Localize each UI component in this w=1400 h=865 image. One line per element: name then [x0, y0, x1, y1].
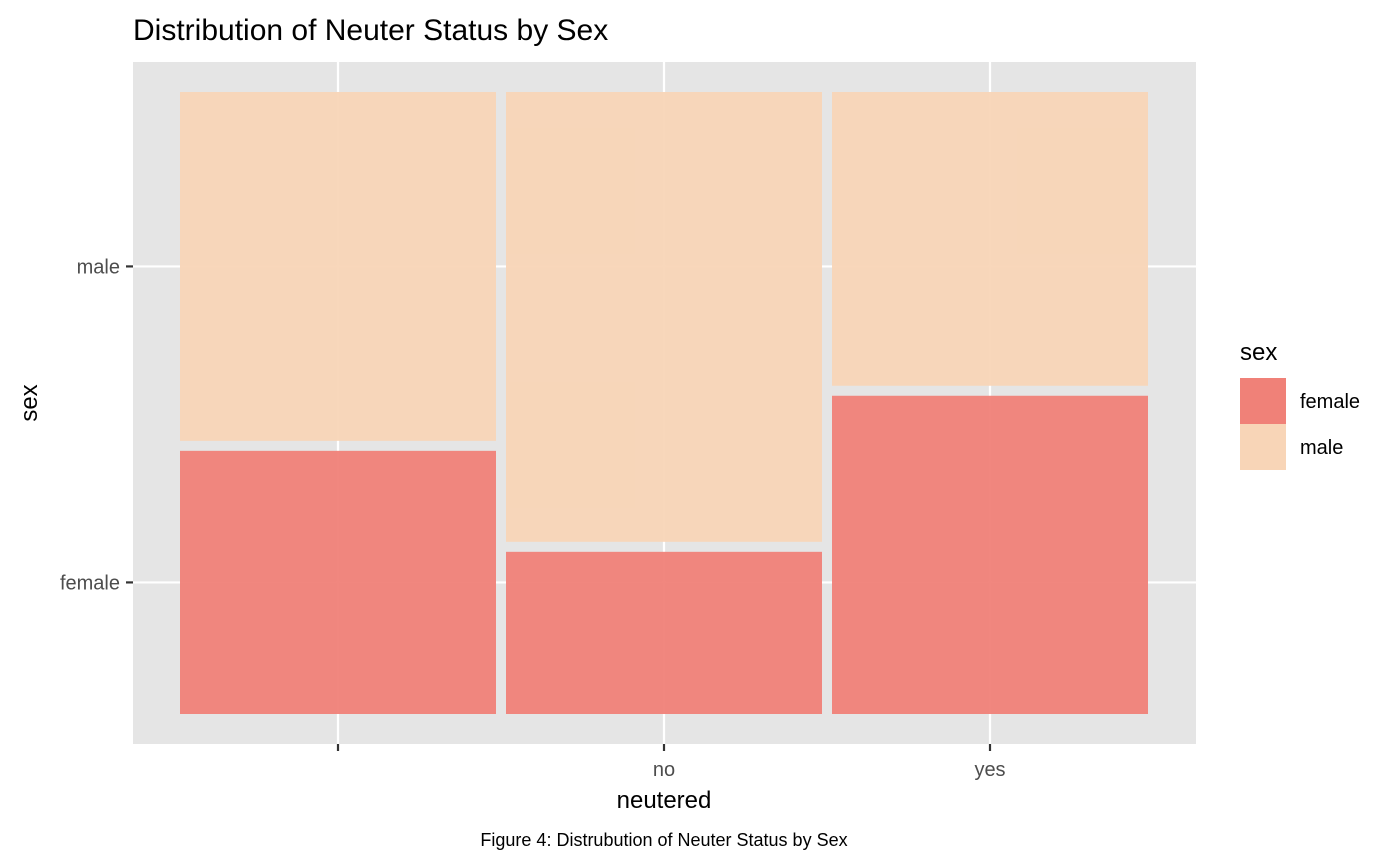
legend-key-male	[1240, 424, 1286, 470]
tile-female-yes	[832, 395, 1148, 714]
tile-male-yes	[832, 92, 1148, 386]
x-tick-label: no	[653, 759, 675, 781]
legend-label-female: female	[1300, 391, 1360, 413]
y-axis-title: sex	[16, 384, 43, 421]
tile-female-no	[506, 551, 822, 714]
tile-male-blank	[180, 92, 496, 441]
legend-label-male: male	[1300, 437, 1343, 459]
chart-title: Distribution of Neuter Status by Sex	[133, 14, 608, 47]
x-axis-title: neutered	[617, 787, 712, 814]
y-tick-label: male	[77, 256, 120, 278]
tile-female-blank	[180, 450, 496, 714]
tile-male-no	[506, 92, 822, 542]
legend-key-female	[1240, 378, 1286, 424]
axes: no yes female male	[60, 256, 1006, 781]
figure-caption: Figure 4: Distrubution of Neuter Status …	[480, 830, 847, 850]
legend-title: sex	[1240, 339, 1277, 366]
y-tick-label: female	[60, 572, 120, 594]
legend: sex female male	[1240, 339, 1360, 470]
mosaic-tiles	[180, 92, 1148, 714]
x-tick-label: yes	[974, 759, 1005, 781]
